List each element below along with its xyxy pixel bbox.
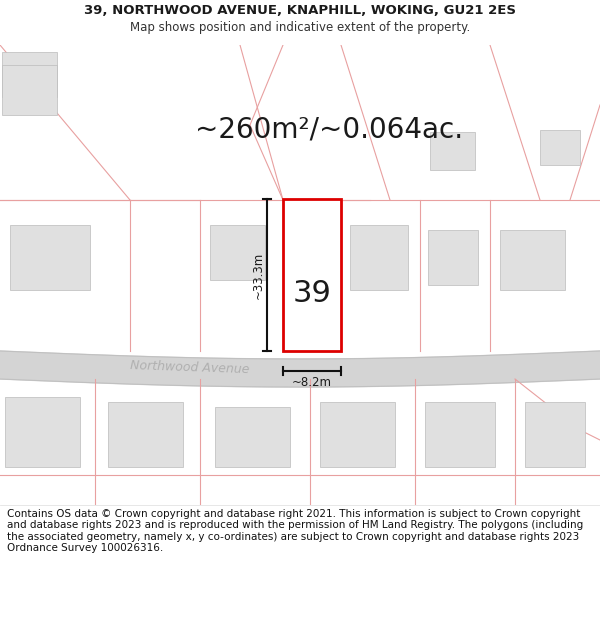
Bar (425, 402, 495, 467)
Bar (283, 199, 341, 351)
Text: ~260m²/~0.064ac.: ~260m²/~0.064ac. (195, 116, 463, 144)
Bar (2, 65, 57, 115)
Bar (500, 230, 565, 290)
Bar (428, 230, 478, 285)
Bar (5, 397, 80, 467)
Bar (430, 132, 475, 170)
Bar (210, 225, 265, 280)
Bar (525, 402, 585, 467)
Polygon shape (0, 351, 600, 387)
Bar (540, 130, 580, 165)
Text: ~8.2m: ~8.2m (292, 376, 332, 389)
Bar (108, 402, 183, 467)
Text: ~33.3m: ~33.3m (251, 251, 265, 299)
Bar (215, 407, 290, 467)
Text: 39, NORTHWOOD AVENUE, KNAPHILL, WOKING, GU21 2ES: 39, NORTHWOOD AVENUE, KNAPHILL, WOKING, … (84, 4, 516, 18)
Text: Contains OS data © Crown copyright and database right 2021. This information is : Contains OS data © Crown copyright and d… (7, 509, 583, 553)
Bar (350, 225, 408, 290)
Bar (10, 225, 90, 290)
Bar (320, 402, 395, 467)
Bar (2, 52, 57, 97)
Text: Map shows position and indicative extent of the property.: Map shows position and indicative extent… (130, 21, 470, 34)
Text: 39: 39 (293, 279, 331, 308)
Text: Northwood Avenue: Northwood Avenue (130, 359, 250, 377)
